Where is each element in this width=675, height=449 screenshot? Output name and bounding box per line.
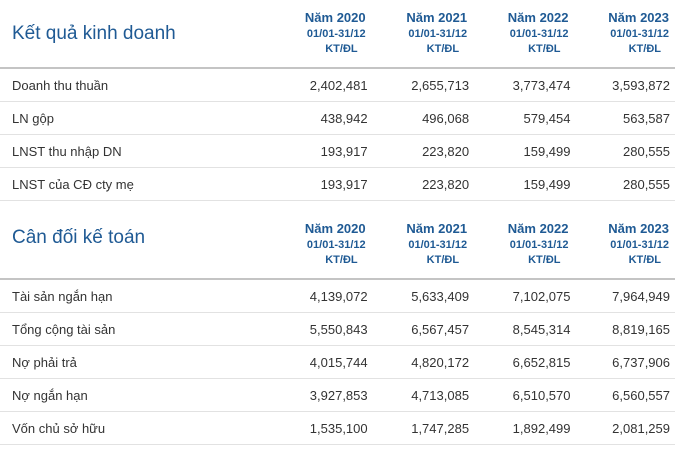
section-title-balance: Cân đối kế toán — [12, 227, 146, 248]
value-cell: 438,942 — [270, 101, 372, 135]
value-cell: 3,773,474 — [473, 67, 575, 102]
row-label: LNST của CĐ cty mẹ — [0, 167, 271, 201]
period-year: Năm 2023 — [608, 221, 669, 236]
period-header: Năm 2022 01/01-31/12 KT/ĐL — [473, 0, 574, 68]
value-cell: 1,892,499 — [473, 411, 575, 445]
value-cell: 2,402,481 — [270, 67, 372, 102]
period-year: Năm 2020 — [304, 10, 366, 25]
value-cell: 1,747,285 — [371, 411, 474, 445]
value-cell: 2,655,713 — [371, 67, 474, 102]
table-row: Nợ phải trả 4,015,744 4,820,172 6,652,81… — [0, 345, 675, 379]
value-cell: 2,081,259 — [574, 411, 675, 445]
value-cell: 4,015,744 — [270, 345, 372, 379]
row-label: Vốn chủ sở hữu — [0, 411, 271, 445]
period-unit: KT/ĐL — [528, 43, 561, 55]
table-row: Doanh thu thuần 2,402,481 2,655,713 3,77… — [0, 67, 675, 102]
value-cell: 280,555 — [574, 134, 675, 168]
value-cell: 579,454 — [473, 101, 575, 135]
value-cell: 4,713,085 — [371, 378, 474, 412]
value-cell: 496,068 — [371, 101, 474, 135]
period-year: Năm 2021 — [406, 10, 468, 25]
row-label: Tổng cộng tài sản — [0, 312, 271, 346]
period-range: 01/01-31/12 — [306, 28, 366, 40]
period-year: Năm 2022 — [507, 221, 569, 236]
value-cell: 8,819,165 — [574, 312, 675, 346]
value-cell: 4,820,172 — [371, 345, 474, 379]
row-label: Doanh thu thuần — [0, 67, 271, 102]
section-header-income: Kết quả kinh doanh Năm 2020 01/01-31/12 … — [0, 0, 675, 68]
value-cell: 159,499 — [473, 134, 575, 168]
period-range: 01/01-31/12 — [509, 239, 569, 251]
period-range: 01/01-31/12 — [408, 239, 468, 251]
value-cell: 193,917 — [270, 167, 372, 201]
period-header: Năm 2022 01/01-31/12 KT/ĐL — [473, 205, 574, 279]
value-cell: 6,560,557 — [574, 378, 675, 412]
table-row: Tài sản ngắn hạn 4,139,072 5,633,409 7,1… — [0, 278, 675, 313]
table-row: Vốn chủ sở hữu 1,535,100 1,747,285 1,892… — [0, 411, 675, 445]
period-unit: KT/ĐL — [628, 43, 661, 55]
value-cell: 3,927,853 — [270, 378, 372, 412]
table-row: LNST thu nhập DN 193,917 223,820 159,499… — [0, 134, 675, 168]
row-label: Tài sản ngắn hạn — [0, 278, 271, 313]
value-cell: 6,567,457 — [371, 312, 474, 346]
row-label: LN gộp — [0, 101, 271, 135]
value-cell: 7,964,949 — [574, 278, 675, 313]
value-cell: 193,917 — [270, 134, 372, 168]
period-header: Năm 2020 01/01-31/12 KT/ĐL — [270, 205, 371, 279]
period-range: 01/01-31/12 — [610, 28, 669, 40]
value-cell: 6,652,815 — [473, 345, 575, 379]
value-cell: 280,555 — [574, 167, 675, 201]
value-cell: 5,633,409 — [371, 278, 474, 313]
period-unit: KT/ĐL — [325, 43, 358, 55]
table-row: Tổng cộng tài sản 5,550,843 6,567,457 8,… — [0, 312, 675, 346]
period-header: Năm 2021 01/01-31/12 KT/ĐL — [372, 0, 473, 68]
period-range: 01/01-31/12 — [408, 28, 468, 40]
period-header: Năm 2020 01/01-31/12 KT/ĐL — [270, 0, 371, 68]
value-cell: 7,102,075 — [473, 278, 575, 313]
row-label: LNST thu nhập DN — [0, 134, 271, 168]
period-range: 01/01-31/12 — [610, 239, 669, 251]
row-label: Nợ ngắn hạn — [0, 378, 271, 412]
table-row: LN gộp 438,942 496,068 579,454 563,587 — [0, 101, 675, 135]
value-cell: 563,587 — [574, 101, 675, 135]
period-header: Năm 2023 01/01-31/12 KT/ĐL — [575, 205, 675, 279]
period-unit: KT/ĐL — [325, 254, 358, 266]
value-cell: 3,593,872 — [574, 67, 675, 102]
period-range: 01/01-31/12 — [306, 239, 366, 251]
period-unit: KT/ĐL — [528, 254, 561, 266]
table-row: Nợ ngắn hạn 3,927,853 4,713,085 6,510,57… — [0, 378, 675, 412]
value-cell: 8,545,314 — [473, 312, 575, 346]
value-cell: 159,499 — [473, 167, 575, 201]
period-year: Năm 2022 — [507, 10, 569, 25]
period-year: Năm 2021 — [406, 221, 468, 236]
period-year: Năm 2023 — [608, 10, 669, 25]
value-cell: 5,550,843 — [270, 312, 372, 346]
period-unit: KT/ĐL — [426, 254, 460, 266]
value-cell: 223,820 — [371, 167, 474, 201]
value-cell: 1,535,100 — [270, 411, 372, 445]
section-title-income: Kết quả kinh doanh — [12, 22, 176, 44]
period-year: Năm 2020 — [304, 221, 366, 236]
period-range: 01/01-31/12 — [509, 28, 569, 40]
period-unit: KT/ĐL — [426, 43, 460, 55]
table-row: LNST của CĐ cty mẹ 193,917 223,820 159,4… — [0, 167, 675, 201]
value-cell: 223,820 — [371, 134, 474, 168]
section-header-balance: Cân đối kế toán Năm 2020 01/01-31/12 KT/… — [0, 205, 675, 279]
value-cell: 4,139,072 — [270, 278, 372, 313]
period-header: Năm 2021 01/01-31/12 KT/ĐL — [372, 205, 473, 279]
period-header: Năm 2023 01/01-31/12 KT/ĐL — [575, 0, 675, 68]
value-cell: 6,737,906 — [574, 345, 675, 379]
value-cell: 6,510,570 — [473, 378, 575, 412]
row-label: Nợ phải trả — [0, 345, 271, 379]
period-unit: KT/ĐL — [628, 254, 661, 266]
